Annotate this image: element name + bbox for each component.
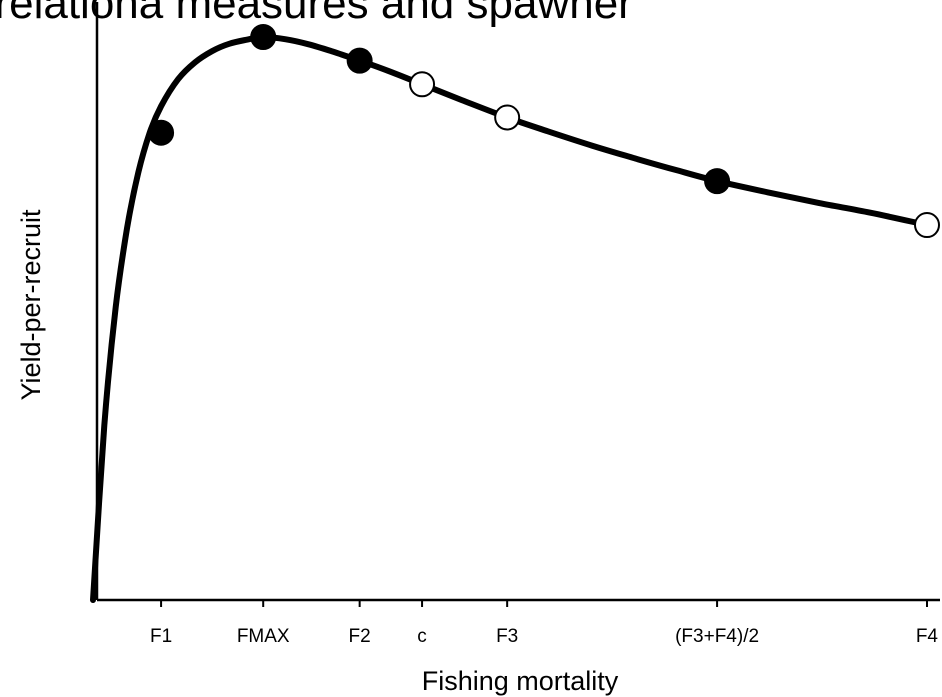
x-tick-label: FMAX: [237, 626, 290, 647]
x-tick-label: F3: [496, 626, 518, 647]
x-tick-label: F4: [916, 626, 939, 647]
x-tick-label: (F3+F4)/2: [675, 626, 759, 647]
x-tick-label: F1: [150, 626, 172, 647]
y-axis-label: Yield-per-recruit: [16, 209, 46, 401]
marker-open: [914, 212, 940, 239]
yield-curve-line: [90, 33, 930, 603]
marker-filled: [250, 24, 277, 50]
x-tick-label: F2: [349, 626, 371, 647]
x-tick-label: c: [417, 626, 427, 647]
marker-filled: [148, 119, 175, 146]
marker-filled: [704, 168, 731, 195]
marker-open: [409, 71, 436, 98]
reference-point-markers: [148, 24, 940, 239]
marker-open: [494, 104, 521, 131]
chart-title: , relationa measures and spawner: [0, 0, 633, 28]
x-axis-ticks: [160, 600, 928, 607]
marker-filled: [346, 47, 373, 74]
x-axis-label: Fishing mortality: [422, 666, 619, 696]
x-axis-tick-labels: F1 FMAX F2 c F3 (F3+F4)/2 F4: [150, 626, 938, 647]
